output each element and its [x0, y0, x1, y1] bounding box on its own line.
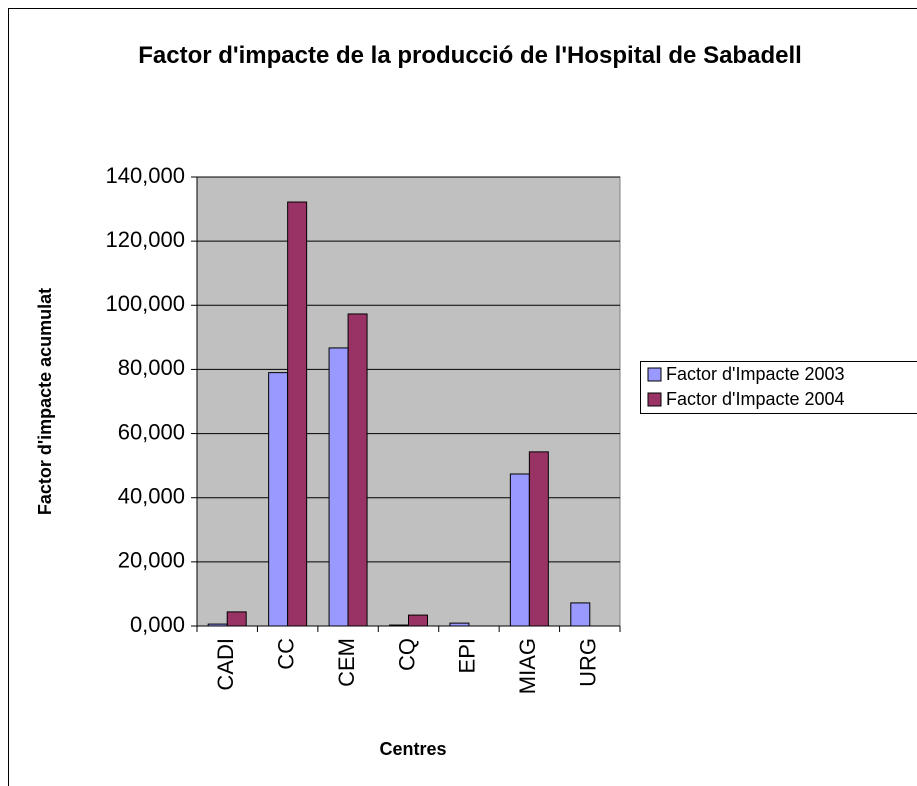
plot-area: [196, 176, 621, 627]
bar: [226, 611, 247, 627]
chart-title: Factor d'impacte de la producció de l'Ho…: [138, 42, 802, 69]
chart-frame: [8, 8, 917, 786]
y-axis-label: Factor d'impacte acumulat: [35, 288, 55, 515]
bar: [207, 623, 228, 627]
y-tick-label: 120,000: [105, 227, 185, 252]
y-tick-label: 80,000: [118, 355, 185, 380]
bar: [389, 624, 409, 627]
x-axis-label: Centres: [379, 739, 446, 759]
y-tick-label: 140,000: [105, 163, 185, 188]
y-tick-label: 100,000: [105, 291, 185, 316]
bar: [328, 347, 349, 627]
y-tick-label: 60,000: [118, 419, 185, 444]
y-tick-label: 40,000: [118, 484, 185, 509]
legend-swatch: [647, 367, 662, 382]
bar: [528, 451, 549, 627]
x-tick-label: CADI: [213, 638, 238, 691]
bar: [347, 313, 368, 627]
x-tick-label: CEM: [334, 638, 359, 687]
x-tick-label: URG: [576, 638, 601, 687]
x-tick-label: EPI: [455, 638, 480, 673]
bar: [268, 372, 289, 627]
bar: [408, 614, 428, 627]
bar: [570, 602, 591, 627]
bar: [509, 473, 530, 627]
y-tick-label: 20,000: [118, 548, 185, 573]
x-tick-label: MIAG: [515, 638, 540, 694]
x-tick-label: CC: [273, 638, 298, 670]
x-tick-label: CQ: [394, 638, 419, 671]
legend-swatch: [647, 392, 662, 407]
legend-box: [640, 361, 917, 414]
legend-label: Factor d'Impacte 2003: [666, 364, 845, 384]
bar: [449, 622, 470, 627]
legend-label: Factor d'Impacte 2004: [666, 389, 845, 409]
bar: [287, 201, 308, 627]
y-tick-label: 0,000: [130, 612, 185, 637]
